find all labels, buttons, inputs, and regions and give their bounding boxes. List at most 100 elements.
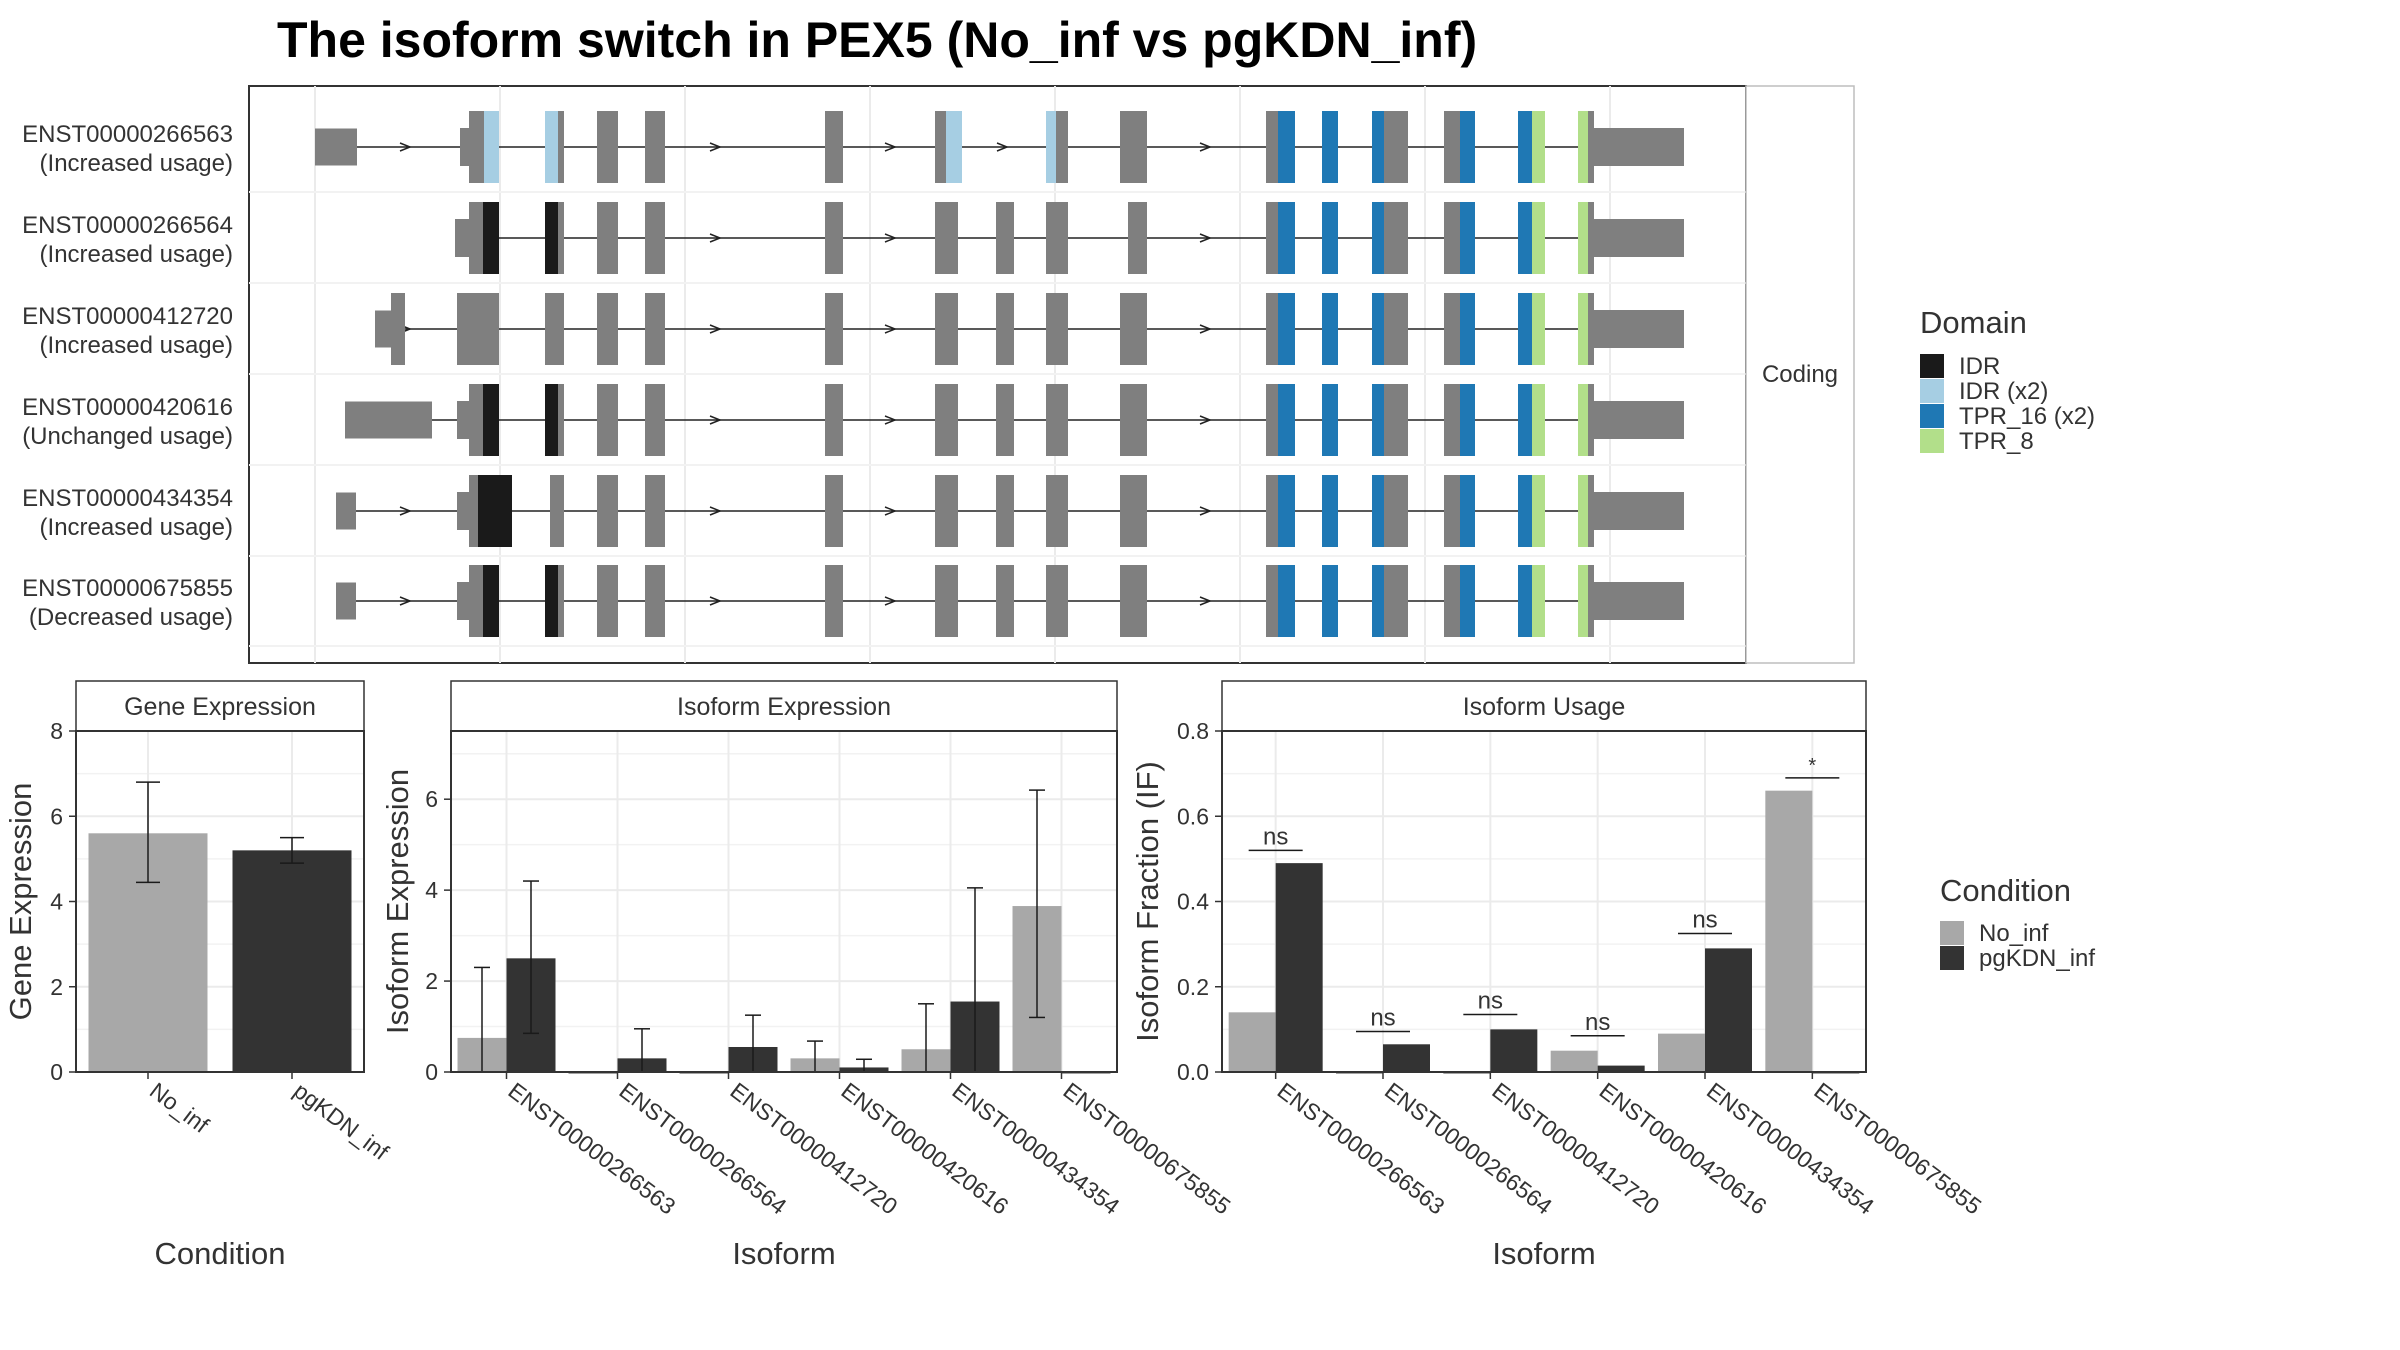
condition-legend-title: Condition — [1940, 873, 2071, 908]
domain-block — [545, 565, 558, 637]
utr-block — [457, 401, 469, 439]
isoform-expression-panel: Isoform Expression0246ENST00000266563ENS… — [380, 680, 1236, 1271]
exon-block — [825, 202, 843, 274]
intron-arrow — [884, 596, 898, 606]
exon-block — [597, 202, 618, 274]
domain-block — [1322, 565, 1338, 637]
condition-legend-label: No_inf — [1979, 920, 2049, 947]
exon-block — [1588, 111, 1594, 183]
intron-arrow — [1199, 415, 1213, 425]
domain-block — [946, 111, 962, 183]
domain-block — [1460, 111, 1475, 183]
y-tick-label: 8 — [50, 718, 63, 744]
intron-arrow — [1199, 324, 1213, 334]
intron-arrow — [1199, 142, 1213, 152]
exon-block — [935, 475, 958, 547]
exon-block — [1444, 475, 1460, 547]
exon-block — [1120, 565, 1147, 637]
domain-block — [1518, 293, 1532, 365]
isoform-row-label: ENST00000420616 — [22, 394, 233, 421]
x-tick-label: pgKDN_inf — [289, 1077, 394, 1165]
exon-block — [935, 111, 946, 183]
isoform-row-label: ENST00000266564 — [22, 212, 233, 239]
exon-block — [469, 384, 483, 456]
domain-block — [1278, 202, 1295, 274]
intron-arrow — [1199, 596, 1213, 606]
domain-block — [1278, 293, 1295, 365]
utr-block — [336, 492, 356, 530]
exon-block — [825, 384, 843, 456]
exon-block — [1588, 293, 1594, 365]
exon-block — [457, 293, 499, 365]
exon-block — [996, 475, 1014, 547]
utr-block — [1594, 128, 1684, 166]
exon-block — [645, 202, 665, 274]
isoform-row-usage: (Decreased usage) — [29, 604, 233, 631]
exon-block — [1444, 293, 1460, 365]
exon-block — [996, 565, 1014, 637]
intron-arrow — [709, 506, 723, 516]
isoform-row-label: ENST00000266563 — [22, 121, 233, 148]
domain-block — [1322, 293, 1338, 365]
domain-block — [1460, 475, 1475, 547]
utr-block — [315, 128, 357, 166]
exon-block — [1266, 475, 1278, 547]
domain-block — [478, 475, 512, 547]
domain-block — [1278, 111, 1295, 183]
isoform-row-usage: (Increased usage) — [40, 241, 233, 268]
intron-arrow — [1199, 506, 1213, 516]
exon-block — [558, 111, 564, 183]
utr-block — [336, 582, 356, 620]
condition-legend-swatch — [1940, 946, 1964, 970]
panel-header — [1221, 680, 1867, 732]
domain-block — [1578, 202, 1588, 274]
domain-block — [1322, 384, 1338, 456]
domain-block — [1372, 565, 1384, 637]
transcript-ENST00000266563: ENST00000266563(Increased usage) — [22, 111, 1684, 183]
exon-block — [1384, 565, 1408, 637]
significance-label: ns — [1478, 987, 1503, 1014]
exon-block — [1120, 293, 1147, 365]
domain-block — [1578, 565, 1588, 637]
gene-expression-panel: Gene Expression 0 2 4 6 8 No_inf pgKDN_inf Condi… — [3, 680, 394, 1271]
intron-arrow — [399, 596, 413, 606]
structure-strip-label: Coding — [1762, 361, 1838, 388]
y-tick-label: 2 — [425, 968, 438, 994]
domain-legend-label: TPR_8 — [1959, 428, 2034, 455]
exon-block — [597, 111, 618, 183]
y-tick-label: 0.0 — [1177, 1059, 1209, 1085]
transcript-ENST00000420616: ENST00000420616(Unchanged usage) — [22, 384, 1684, 456]
exon-block — [1120, 475, 1147, 547]
isoform-usage-panel: Isoform Usage0.00.20.40.60.8nsnsnsnsns*E… — [1130, 680, 1986, 1271]
bar — [1550, 1050, 1598, 1072]
exon-block — [645, 384, 665, 456]
utr-block — [1594, 492, 1684, 530]
panel-background — [451, 731, 1117, 1072]
domain-block — [1046, 111, 1056, 183]
y-tick-label: 0.8 — [1177, 718, 1209, 744]
domain-block — [1518, 475, 1532, 547]
intron-arrow — [884, 142, 898, 152]
exon-block — [1384, 111, 1408, 183]
domain-block — [1518, 565, 1532, 637]
exon-block — [1384, 475, 1408, 547]
domain-legend-label: IDR — [1959, 353, 2000, 380]
domain-block — [545, 111, 558, 183]
exon-block — [825, 565, 843, 637]
domain-block — [1460, 384, 1475, 456]
exon-block — [825, 475, 843, 547]
domain-legend-label: TPR_16 (x2) — [1959, 403, 2095, 430]
exon-block — [1266, 293, 1278, 365]
bar — [1705, 948, 1752, 1072]
exon-block — [1384, 293, 1408, 365]
utr-block — [1594, 401, 1684, 439]
y-tick-label: 0.6 — [1177, 803, 1209, 829]
exon-block — [1266, 202, 1278, 274]
y-tick-label: 4 — [425, 877, 438, 903]
panel-border — [1221, 730, 1867, 1073]
exon-block — [597, 475, 618, 547]
y-tick-label: 2 — [50, 974, 63, 1000]
exon-block — [935, 384, 958, 456]
